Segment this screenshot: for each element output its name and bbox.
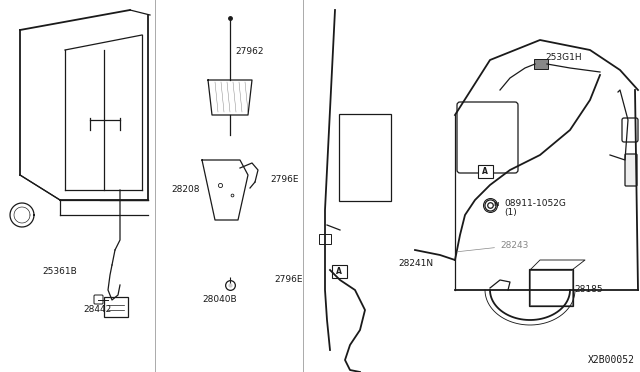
Text: X2B00052: X2B00052 [588,355,635,365]
FancyBboxPatch shape [622,118,638,142]
Text: A: A [336,266,342,276]
Text: 28243: 28243 [458,241,529,252]
FancyBboxPatch shape [94,295,103,304]
FancyBboxPatch shape [529,269,573,306]
Text: 08911-1052G: 08911-1052G [504,199,566,208]
Text: 2796E: 2796E [270,176,298,185]
FancyBboxPatch shape [457,102,518,173]
FancyBboxPatch shape [534,59,548,69]
FancyBboxPatch shape [625,154,637,186]
FancyBboxPatch shape [477,164,493,177]
Text: 28040B: 28040B [203,295,237,304]
Text: 28442: 28442 [83,305,111,314]
Text: (1): (1) [504,208,516,218]
Text: 28185: 28185 [574,285,603,295]
FancyBboxPatch shape [332,264,346,278]
FancyBboxPatch shape [339,114,391,201]
Text: 28241N: 28241N [398,259,433,268]
Text: 27962: 27962 [235,48,264,57]
Text: 253G1H: 253G1H [545,53,582,62]
Text: 25361B: 25361B [42,267,77,276]
Text: 28208: 28208 [172,186,200,195]
Text: 2796E: 2796E [275,275,303,283]
FancyBboxPatch shape [319,234,331,244]
FancyBboxPatch shape [104,297,128,317]
Text: A: A [482,167,488,176]
Text: N: N [493,202,499,208]
